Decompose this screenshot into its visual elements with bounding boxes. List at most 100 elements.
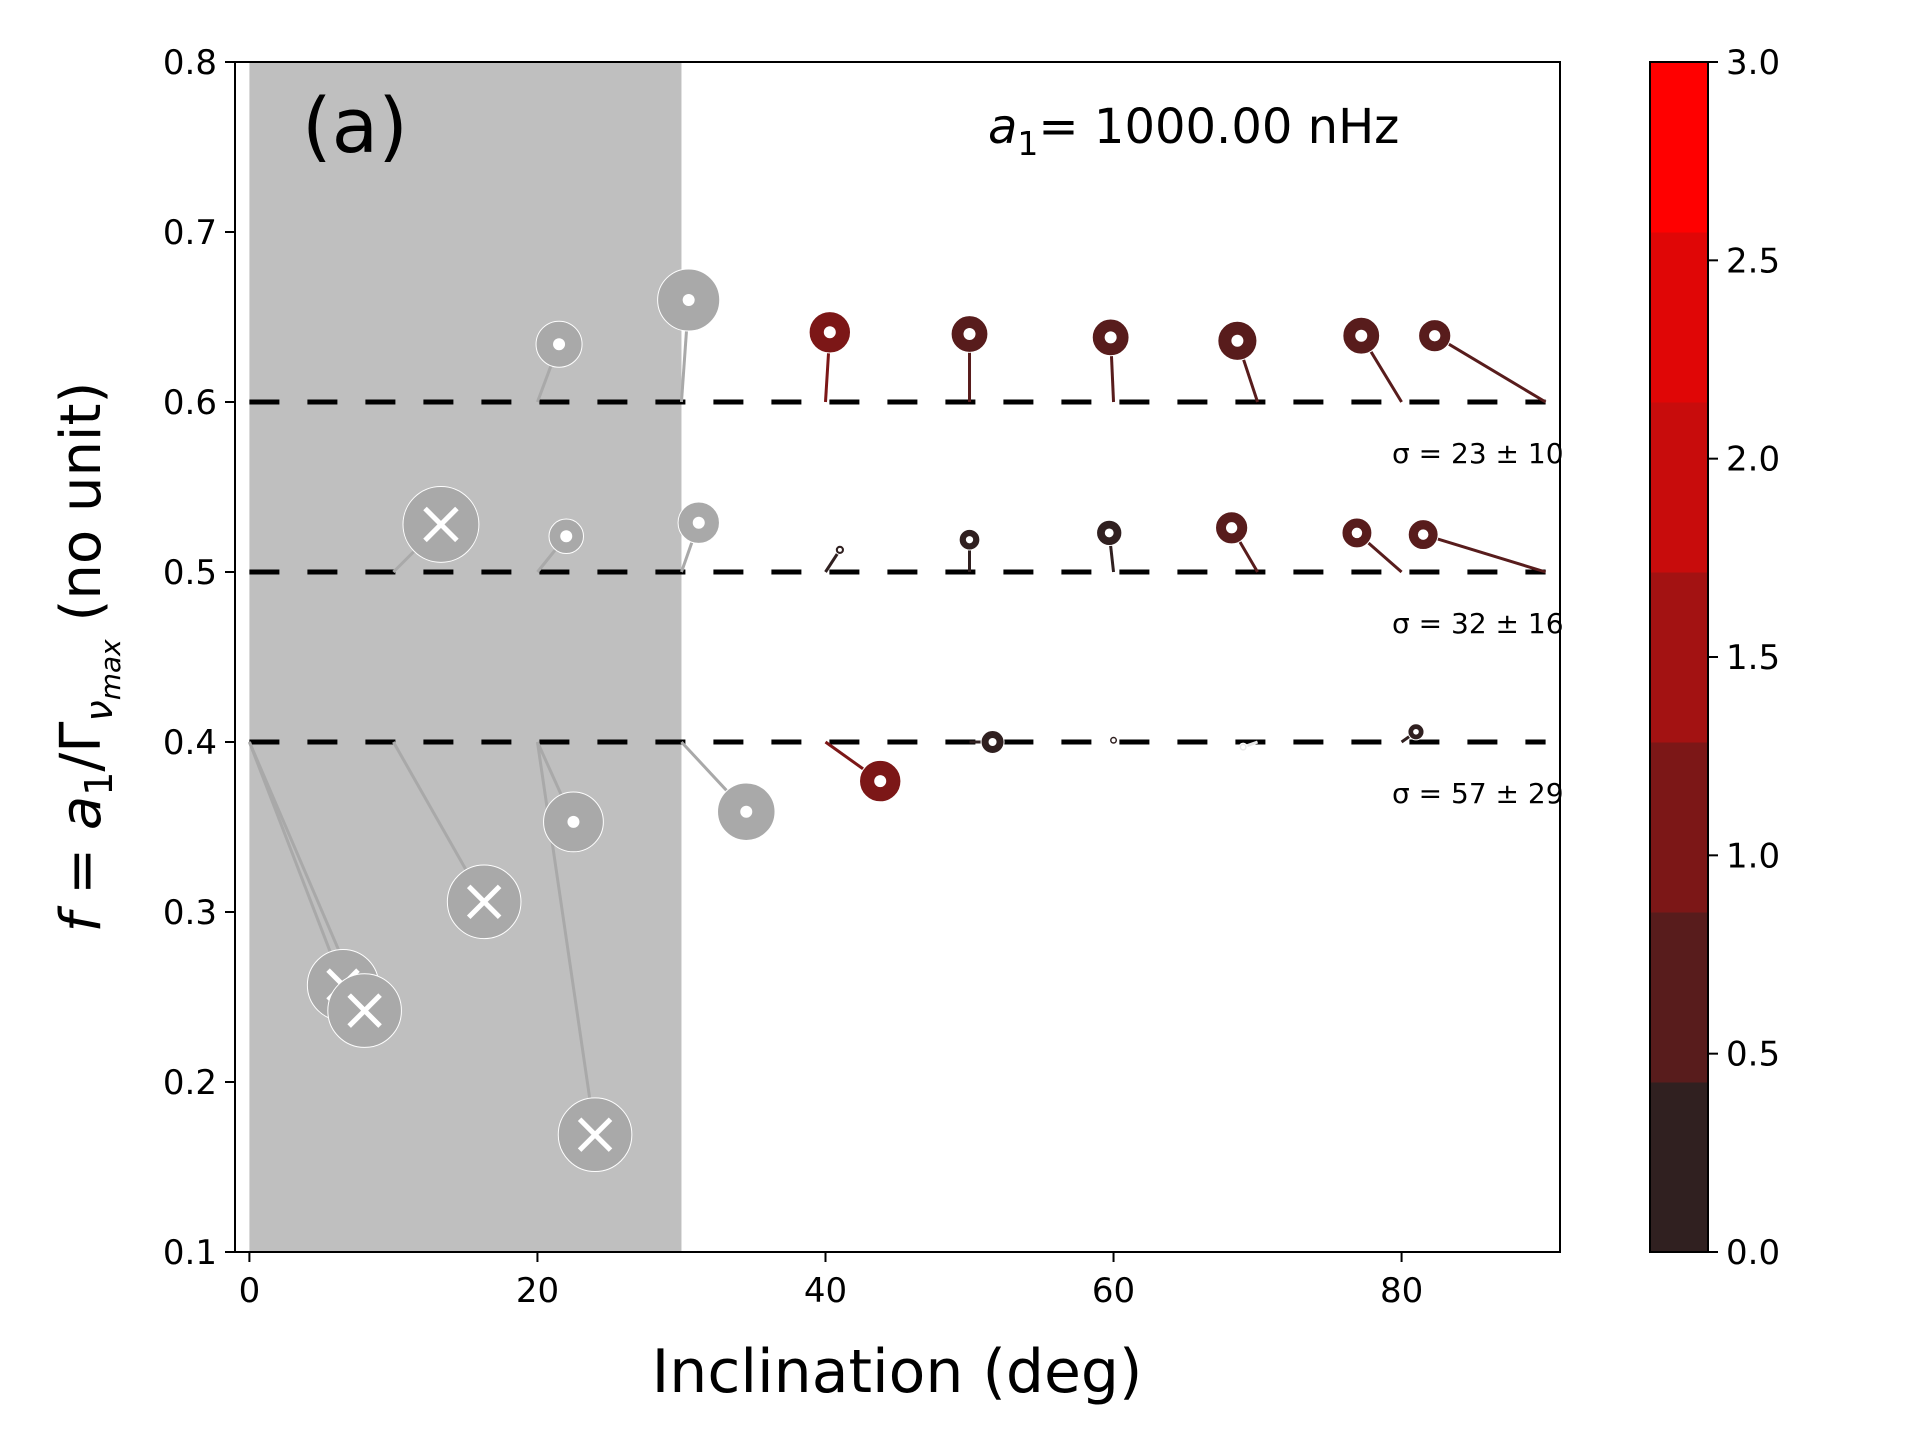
sigma-label: σ = 32 ± 16	[1392, 607, 1564, 640]
y-tick-label: 0.4	[163, 723, 217, 763]
data-point	[834, 544, 845, 556]
data-point	[1215, 511, 1249, 545]
colorbar-segment	[1650, 232, 1708, 403]
point-center	[837, 547, 842, 552]
point-center	[1429, 330, 1441, 342]
y-axis-label: f = a1/Γνmax (no unit)	[49, 382, 127, 933]
y-label-mid: /Γ	[49, 721, 114, 771]
colorbar-segment	[1650, 1082, 1708, 1253]
point-center	[1231, 334, 1244, 347]
data-point	[446, 864, 522, 940]
y-label-eq: = a	[49, 796, 114, 913]
point-center	[1241, 745, 1246, 750]
data-point	[1407, 519, 1439, 551]
sigma-label: σ = 57 ± 29	[1392, 777, 1564, 810]
data-point	[1109, 735, 1119, 745]
shaded-rejection-region	[249, 62, 682, 1252]
x-axis-ticks: 0 20 40 60 80	[239, 1252, 1423, 1311]
colorbar-segment	[1650, 742, 1708, 913]
point-center	[874, 775, 887, 788]
data-point	[402, 485, 480, 563]
data-point	[1217, 320, 1258, 361]
point-center	[1417, 529, 1429, 540]
y-label-sub2: max	[94, 639, 127, 700]
colorbar-tick-label: 2.5	[1726, 241, 1780, 281]
axes-frame	[234, 61, 1561, 1253]
annotation-text: = 1000.00 nHz	[1038, 99, 1399, 155]
y-label-sub1: 1	[77, 772, 121, 796]
point-center	[692, 516, 705, 529]
point-center	[1351, 527, 1363, 539]
point-center	[1355, 329, 1368, 342]
data-point	[1091, 318, 1130, 357]
data-point	[548, 518, 584, 555]
point-center	[1413, 728, 1419, 735]
y-label-nu: ν	[77, 700, 121, 721]
colorbar-segment	[1650, 572, 1708, 743]
x-tick-label: 60	[1092, 1271, 1135, 1311]
data-points	[306, 268, 1452, 1172]
y-label-suffix: (no unit)	[49, 382, 114, 640]
y-tick-label: 0.7	[163, 213, 217, 253]
colorbar-tick-label: 1.0	[1726, 836, 1780, 876]
data-point	[1342, 316, 1381, 355]
data-point	[958, 528, 981, 551]
data-point	[717, 782, 776, 841]
y-tick-label: 0.8	[163, 43, 217, 83]
colorbar-segment	[1650, 912, 1708, 1083]
data-point	[1341, 517, 1373, 549]
data-point	[1418, 319, 1452, 353]
point-center	[1225, 522, 1238, 534]
reference-lines	[249, 399, 1546, 745]
colorbar-segment	[1650, 62, 1708, 233]
x-tick-label: 0	[239, 1271, 261, 1311]
colorbar-segment	[1650, 402, 1708, 573]
colorbar-tick-label: 0.0	[1726, 1233, 1780, 1273]
colorbar-tick-label: 1.5	[1726, 638, 1780, 678]
data-point	[535, 320, 583, 368]
connector-line	[248, 741, 345, 986]
colorbar-tick-label: 0.5	[1726, 1035, 1780, 1075]
point-center	[823, 326, 836, 339]
point-center	[567, 815, 580, 828]
data-point	[1096, 519, 1123, 547]
reject-mark	[347, 993, 382, 1028]
data-point	[327, 973, 402, 1048]
plot-area	[234, 61, 1561, 1253]
y-tick-label: 0.1	[163, 1233, 217, 1273]
point-center	[963, 328, 976, 340]
data-point	[980, 730, 1005, 754]
point-center	[553, 338, 566, 351]
annotation-symbol: a	[988, 99, 1017, 155]
annotation-subscript: 1	[1017, 124, 1038, 163]
y-axis-ticks: 0.1 0.2 0.3 0.4 0.5 0.6 0.7 0.8	[163, 43, 235, 1273]
data-point	[557, 1097, 633, 1172]
point-center	[988, 737, 997, 747]
sigma-labels: σ = 23 ± 10 σ = 32 ± 16 σ = 57 ± 29	[1392, 437, 1564, 810]
data-point	[677, 501, 720, 544]
point-center	[1104, 331, 1117, 344]
point-center	[1104, 528, 1114, 538]
data-point	[657, 268, 721, 332]
x-tick-label: 40	[804, 1271, 847, 1311]
y-tick-label: 0.5	[163, 553, 217, 593]
data-point	[543, 791, 604, 853]
data-point	[1238, 742, 1248, 752]
frequency-annotation: a1= 1000.00 nHz	[988, 99, 1399, 163]
connector-line	[1433, 334, 1547, 404]
x-tick-label: 80	[1380, 1271, 1423, 1311]
connector-line	[1422, 533, 1547, 574]
point-center	[682, 294, 695, 306]
colorbar: 0.0 0.5 1.0 1.5 2.0 2.5 3.0	[1649, 43, 1780, 1273]
data-point	[808, 311, 852, 354]
reject-mark	[466, 884, 502, 920]
x-tick-label: 20	[516, 1271, 559, 1311]
data-point	[1407, 723, 1425, 741]
data-point	[950, 315, 989, 353]
point-center	[560, 530, 573, 543]
colorbar-tick-label: 2.0	[1726, 440, 1780, 480]
y-tick-label: 0.2	[163, 1063, 217, 1103]
point-center	[1111, 738, 1116, 743]
x-axis-label: Inclination (deg)	[652, 1337, 1143, 1407]
